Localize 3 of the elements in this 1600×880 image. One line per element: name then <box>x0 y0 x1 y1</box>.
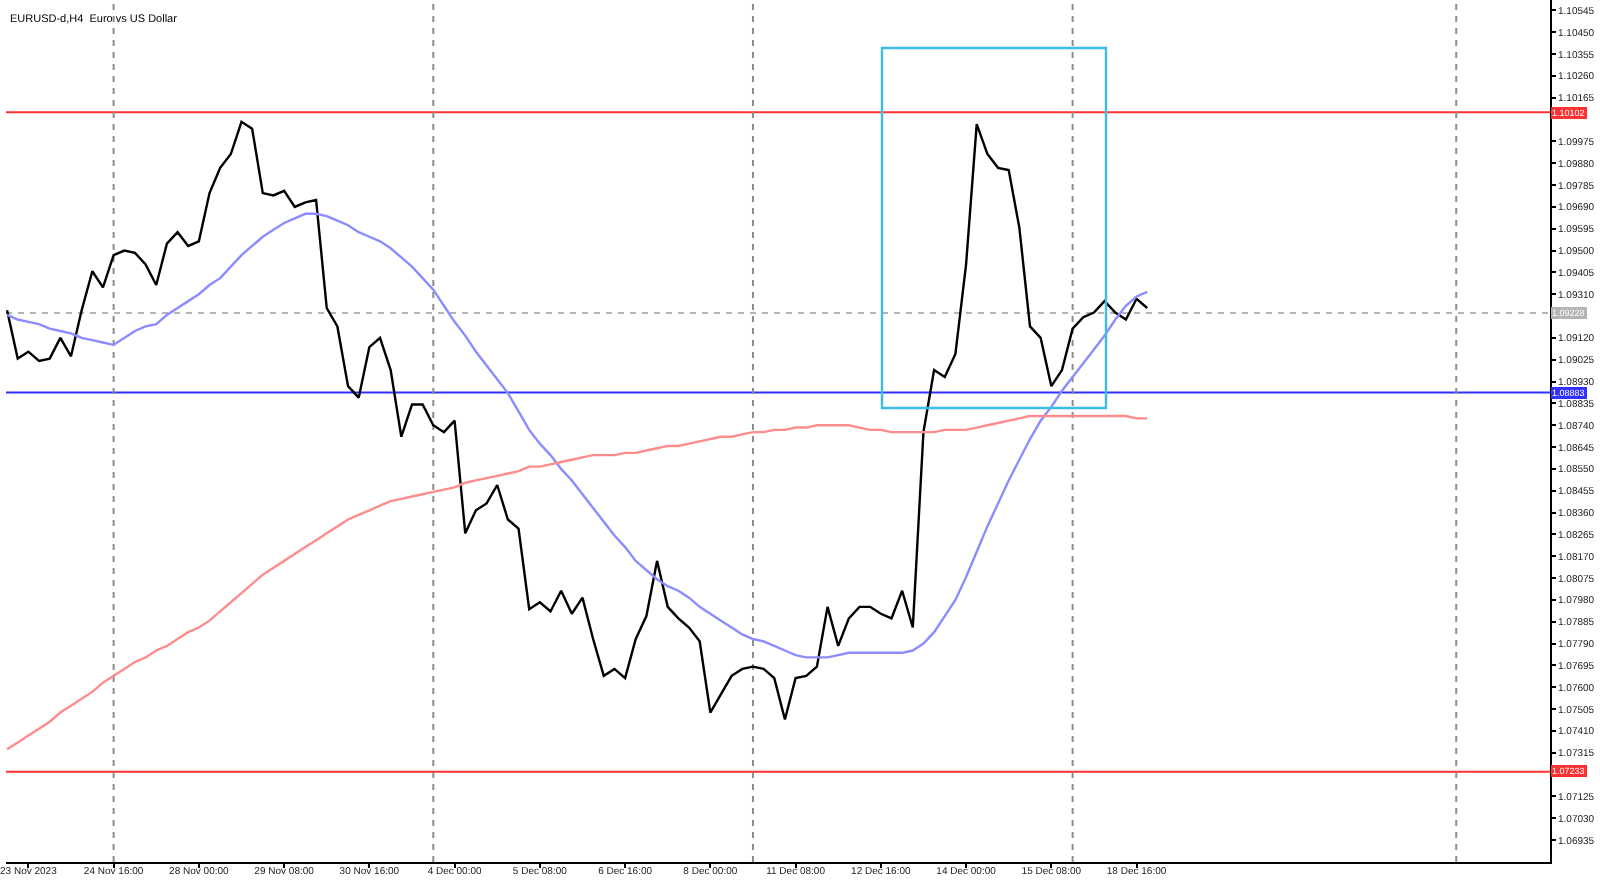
line-series <box>6 414 1149 751</box>
line-series <box>6 212 1149 659</box>
line-series <box>6 120 1149 721</box>
